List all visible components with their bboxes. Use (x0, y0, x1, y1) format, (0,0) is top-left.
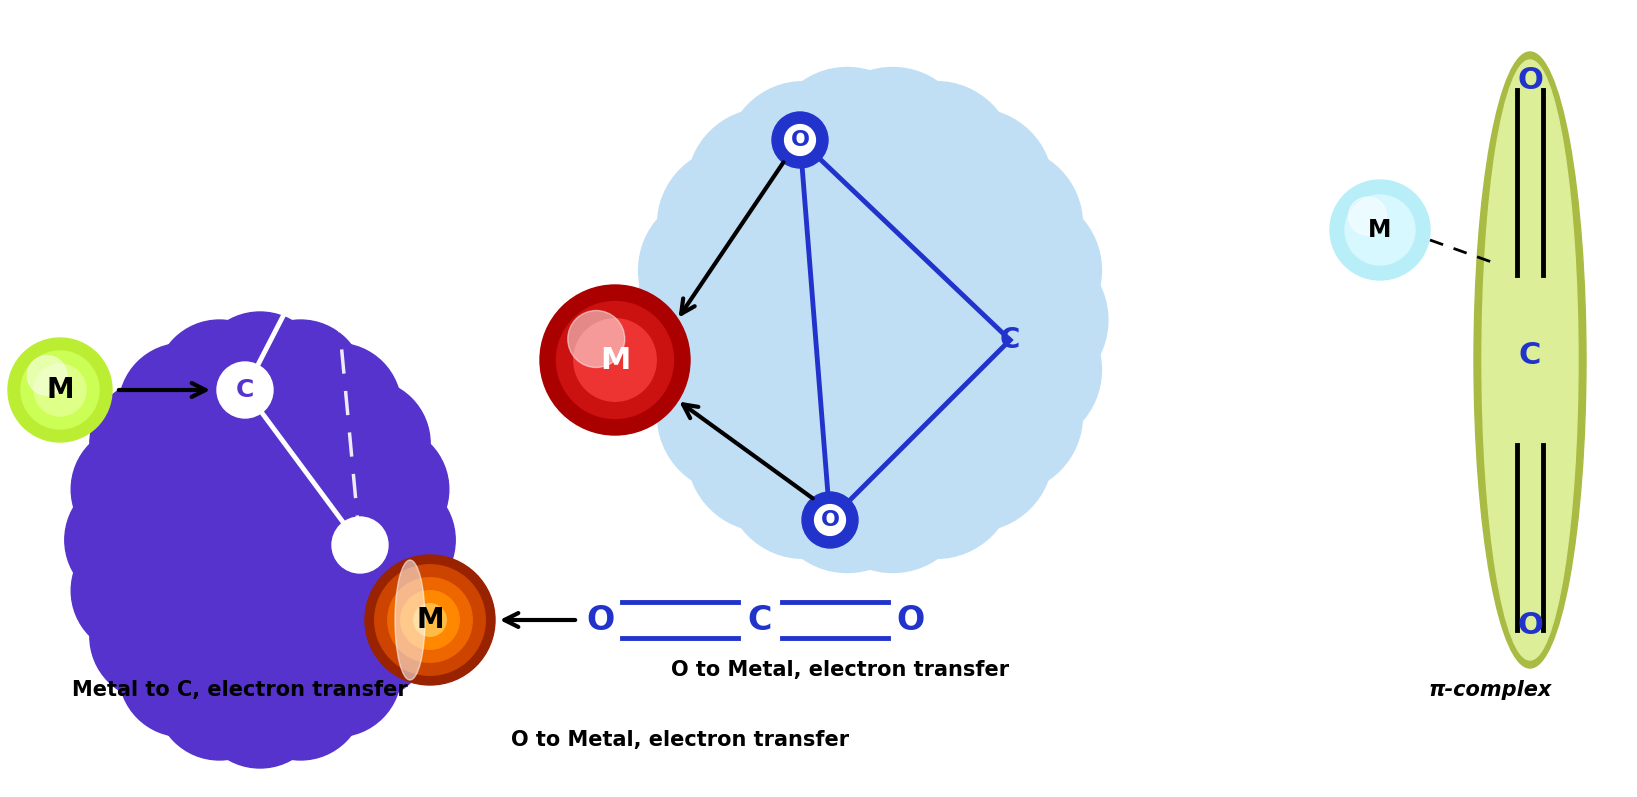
Circle shape (375, 565, 485, 675)
Ellipse shape (100, 340, 421, 740)
Circle shape (688, 108, 843, 265)
Circle shape (21, 351, 98, 429)
Circle shape (196, 640, 324, 768)
Circle shape (802, 492, 858, 548)
Circle shape (769, 417, 925, 572)
Text: O: O (350, 533, 370, 557)
Circle shape (725, 81, 882, 238)
Circle shape (540, 285, 691, 435)
Circle shape (1346, 195, 1414, 265)
Circle shape (784, 124, 815, 155)
Circle shape (314, 210, 345, 241)
Text: π-complex: π-complex (1429, 680, 1552, 700)
Circle shape (927, 337, 1082, 493)
Circle shape (1349, 197, 1387, 235)
Circle shape (90, 572, 218, 701)
Circle shape (120, 609, 247, 736)
Ellipse shape (1481, 60, 1578, 660)
Circle shape (946, 192, 1102, 348)
Text: M: M (599, 346, 630, 375)
Circle shape (156, 632, 283, 760)
Circle shape (769, 68, 925, 223)
Circle shape (658, 147, 814, 303)
Circle shape (632, 242, 787, 398)
Circle shape (345, 529, 375, 560)
Circle shape (946, 292, 1102, 448)
Circle shape (815, 68, 971, 223)
Circle shape (568, 311, 625, 367)
Circle shape (332, 517, 388, 573)
Circle shape (236, 632, 365, 760)
Circle shape (951, 242, 1108, 398)
Circle shape (34, 364, 87, 416)
Ellipse shape (674, 105, 1066, 535)
Circle shape (327, 476, 455, 604)
Ellipse shape (395, 560, 426, 680)
Circle shape (815, 505, 845, 536)
Text: M: M (46, 376, 74, 404)
Circle shape (638, 292, 794, 448)
Circle shape (725, 402, 882, 559)
Text: C: C (236, 378, 254, 402)
Circle shape (658, 337, 814, 493)
Circle shape (1329, 180, 1431, 280)
Circle shape (156, 320, 283, 448)
Circle shape (90, 379, 218, 508)
Circle shape (365, 555, 494, 685)
Circle shape (815, 417, 971, 572)
Circle shape (401, 591, 460, 650)
Circle shape (236, 320, 365, 448)
Circle shape (897, 375, 1053, 532)
Circle shape (120, 344, 247, 471)
Text: O: O (895, 603, 925, 637)
Ellipse shape (1473, 52, 1586, 668)
Circle shape (273, 609, 401, 736)
Circle shape (303, 572, 431, 701)
Text: O: O (1517, 611, 1544, 639)
Circle shape (65, 476, 193, 604)
Circle shape (858, 402, 1015, 559)
Text: C: C (1519, 340, 1540, 370)
Circle shape (218, 362, 273, 418)
Circle shape (303, 379, 431, 508)
Circle shape (321, 426, 449, 553)
Circle shape (8, 338, 111, 442)
Text: C: C (748, 603, 773, 637)
Text: O: O (319, 213, 340, 237)
Circle shape (573, 319, 656, 401)
Text: O: O (1517, 65, 1544, 95)
Circle shape (414, 604, 447, 636)
Circle shape (273, 344, 401, 471)
Circle shape (28, 355, 67, 395)
Circle shape (858, 81, 1015, 238)
Text: M: M (1369, 218, 1391, 242)
Text: C: C (1000, 326, 1020, 354)
Circle shape (72, 527, 200, 654)
Circle shape (388, 578, 471, 662)
Circle shape (773, 112, 828, 168)
Text: O to Metal, electron transfer: O to Metal, electron transfer (511, 730, 850, 750)
Circle shape (196, 312, 324, 440)
Text: O to Metal, electron transfer: O to Metal, electron transfer (671, 660, 1008, 680)
Text: O: O (586, 603, 614, 637)
Circle shape (321, 527, 449, 654)
Circle shape (897, 108, 1053, 265)
Circle shape (638, 192, 794, 348)
Text: O: O (820, 510, 840, 530)
Circle shape (927, 147, 1082, 303)
Circle shape (557, 301, 673, 418)
Circle shape (301, 197, 359, 253)
Circle shape (688, 375, 843, 532)
Circle shape (72, 426, 200, 553)
Text: Metal to C, electron transfer: Metal to C, electron transfer (72, 680, 408, 700)
Text: M: M (416, 606, 444, 634)
Text: O: O (791, 130, 810, 150)
